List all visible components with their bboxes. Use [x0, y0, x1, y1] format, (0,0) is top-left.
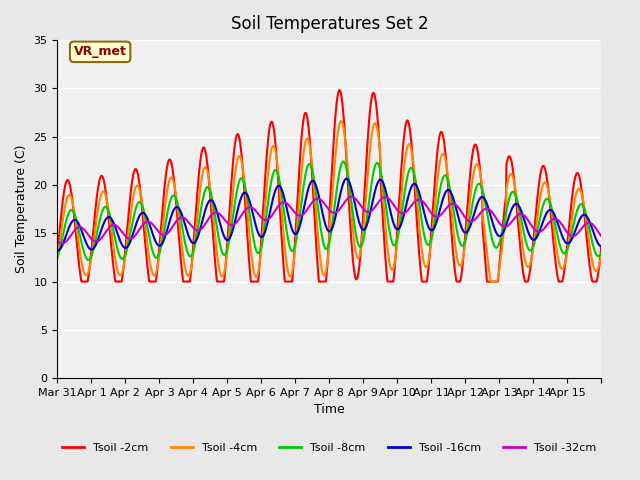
- Tsoil -8cm: [429, 229, 436, 235]
- Tsoil -32cm: [332, 210, 340, 216]
- Tsoil -4cm: [487, 279, 495, 285]
- Tsoil -2cm: [64, 177, 72, 183]
- Tsoil -16cm: [563, 240, 570, 246]
- Tsoil -8cm: [339, 158, 347, 164]
- Tsoil -2cm: [332, 107, 340, 112]
- Tsoil -32cm: [300, 211, 307, 217]
- Tsoil -8cm: [597, 250, 605, 255]
- Tsoil -4cm: [300, 152, 307, 158]
- Tsoil -32cm: [563, 229, 571, 235]
- Tsoil -16cm: [300, 208, 307, 214]
- Text: VR_met: VR_met: [74, 45, 127, 59]
- Tsoil -4cm: [597, 251, 605, 257]
- X-axis label: Time: Time: [314, 403, 345, 417]
- Line: Tsoil -8cm: Tsoil -8cm: [58, 161, 601, 260]
- Line: Tsoil -32cm: Tsoil -32cm: [58, 197, 601, 243]
- Tsoil -16cm: [151, 237, 159, 242]
- Tsoil -4cm: [64, 194, 72, 200]
- Tsoil -8cm: [64, 213, 72, 219]
- Tsoil -8cm: [84, 257, 92, 263]
- Tsoil -2cm: [54, 249, 61, 255]
- Tsoil -16cm: [429, 227, 436, 233]
- Tsoil -2cm: [597, 245, 605, 251]
- Tsoil -4cm: [332, 151, 339, 156]
- Tsoil -16cm: [597, 243, 605, 249]
- Tsoil -16cm: [64, 228, 72, 234]
- Line: Tsoil -4cm: Tsoil -4cm: [58, 121, 601, 282]
- Line: Tsoil -16cm: Tsoil -16cm: [58, 179, 601, 251]
- Line: Tsoil -2cm: Tsoil -2cm: [58, 90, 601, 282]
- Tsoil -16cm: [332, 213, 339, 219]
- Tsoil -16cm: [54, 248, 61, 253]
- Tsoil -2cm: [335, 87, 343, 93]
- Tsoil -4cm: [151, 272, 159, 278]
- Tsoil -2cm: [563, 245, 571, 251]
- Tsoil -32cm: [54, 238, 61, 243]
- Tsoil -2cm: [151, 279, 159, 285]
- Tsoil -4cm: [563, 251, 571, 256]
- Tsoil -8cm: [54, 254, 61, 260]
- Tsoil -32cm: [597, 233, 605, 239]
- Tsoil -4cm: [337, 118, 345, 124]
- Tsoil -2cm: [300, 116, 307, 121]
- Tsoil -32cm: [64, 237, 72, 242]
- Tsoil -2cm: [77, 279, 85, 285]
- Tsoil -2cm: [429, 206, 436, 212]
- Tsoil -8cm: [151, 254, 159, 260]
- Tsoil -32cm: [348, 194, 355, 200]
- Legend: Tsoil -2cm, Tsoil -4cm, Tsoil -8cm, Tsoil -16cm, Tsoil -32cm: Tsoil -2cm, Tsoil -4cm, Tsoil -8cm, Tsoi…: [58, 438, 601, 457]
- Y-axis label: Soil Temperature (C): Soil Temperature (C): [15, 145, 28, 274]
- Tsoil -32cm: [429, 212, 436, 218]
- Tsoil -8cm: [332, 192, 340, 198]
- Tsoil -8cm: [563, 248, 571, 253]
- Tsoil -4cm: [54, 255, 61, 261]
- Tsoil -4cm: [429, 227, 436, 232]
- Tsoil -8cm: [300, 183, 307, 189]
- Tsoil -16cm: [342, 176, 350, 181]
- Tsoil -32cm: [58, 240, 66, 246]
- Tsoil -32cm: [151, 224, 159, 230]
- Title: Soil Temperatures Set 2: Soil Temperatures Set 2: [230, 15, 428, 33]
